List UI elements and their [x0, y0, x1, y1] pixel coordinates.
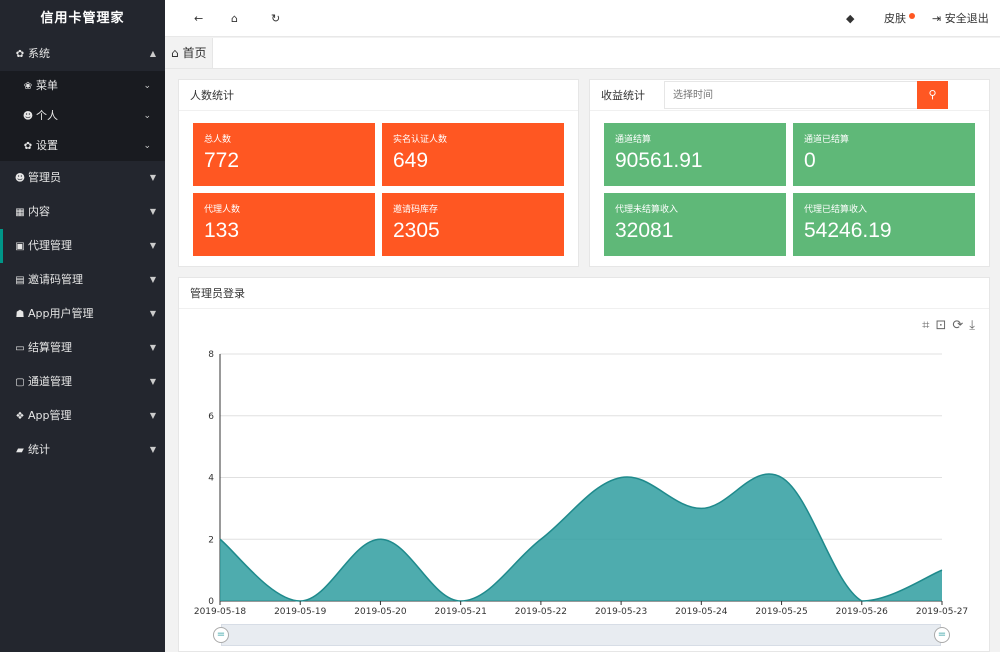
admin-login-card: 管理员登录 ⌗ ⊡ ⟳ ⤓ 0 2 4 6 8 2019-05-18 2019-05-19 2019…: [178, 277, 990, 652]
logout-icon: ⇥: [932, 12, 942, 25]
logout-button[interactable]: ⇥ 安全退出: [932, 12, 989, 25]
contact-icon: ▣: [15, 241, 25, 252]
user-icon: ☻: [14, 173, 26, 184]
user-icon: ☻: [22, 111, 34, 122]
stat-channel-settle: 通道结算 90561.91: [604, 123, 786, 186]
people-stats-card: 人数统计 总人数 772 实名认证人数 649 代理人数 133 邀请码库存 2…: [178, 79, 579, 267]
y-tick-label: 8: [208, 350, 214, 360]
skin-button[interactable]: 皮肤: [884, 0, 915, 37]
search-button[interactable]: ⚲: [917, 81, 948, 109]
download-icon[interactable]: ⤓: [969, 318, 975, 333]
zoom-handle-right[interactable]: =: [934, 627, 950, 643]
y-tick-label: 6: [208, 412, 214, 422]
restore-icon[interactable]: ⟳: [952, 318, 964, 333]
x-tick-label: 2019-05-27: [916, 607, 968, 617]
stat-agent-settled: 代理已结算收入 54246.19: [793, 193, 975, 256]
bus-icon: ▢: [15, 377, 25, 388]
sidebar: 信用卡管理家 ✿ 系统 ▲ ❀ 菜单 ⌄ ☻ 个人 ⌄ ✿ 设置 ⌄ ☻ 管理员 ▼ ▦ 内…: [0, 0, 165, 652]
sidebar-item-settlement[interactable]: ▭ 结算管理 ▼: [0, 331, 165, 365]
zoom-icon[interactable]: ⌗: [922, 318, 930, 333]
chevron-down-icon: ⌄: [143, 141, 151, 151]
sidebar-item-channel[interactable]: ▢ 通道管理 ▼: [0, 365, 165, 399]
gift-icon: ▤: [15, 275, 25, 286]
zoom-reset-icon[interactable]: ⊡: [935, 318, 947, 333]
y-tick-label: 0: [208, 597, 214, 607]
y-tick-label: 2: [208, 535, 214, 545]
sidebar-item-invite[interactable]: ▤ 邀请码管理 ▼: [0, 263, 165, 297]
dropbox-icon: ❖: [15, 411, 25, 422]
sidebar-item-admin[interactable]: ☻ 管理员 ▼: [0, 161, 165, 195]
monitor-icon: ▭: [15, 343, 25, 354]
x-tick-label: 2019-05-23: [595, 607, 647, 617]
sidebar-item-agent[interactable]: ▣ 代理管理 ▼: [0, 229, 165, 263]
stat-verified-users: 实名认证人数 649: [382, 123, 564, 186]
caret-up-icon: ▲: [149, 49, 156, 58]
sidebar-item-content[interactable]: ▦ 内容 ▼: [0, 195, 165, 229]
user-lock-icon: ☗: [15, 309, 25, 320]
income-stats-card: 收益统计 ⚲ 通道结算 90561.91 通道已结算 0 代理未结算收入 320…: [589, 79, 990, 267]
series-area: [220, 473, 942, 601]
stat-channel-settled: 通道已结算 0: [793, 123, 975, 186]
caret-down-icon: ▼: [149, 309, 156, 318]
sidebar-item-stats[interactable]: ▰ 统计 ▼: [0, 433, 165, 467]
caret-down-icon: ▼: [149, 377, 156, 386]
book-icon: ▰: [16, 445, 24, 456]
sidebar-item-app[interactable]: ❖ App管理 ▼: [0, 399, 165, 433]
search-icon: ⚲: [928, 88, 937, 101]
sidebar-item-system[interactable]: ✿ 系统 ▲: [0, 37, 165, 71]
stat-agent-unsettled: 代理未结算收入 32081: [604, 193, 786, 256]
home-icon: ⌂: [171, 46, 179, 60]
notification-dot: [909, 13, 915, 19]
sidebar-item-personal[interactable]: ☻ 个人 ⌄: [0, 101, 165, 131]
tag-icon[interactable]: ◆: [846, 12, 855, 25]
caret-down-icon: ▼: [149, 275, 156, 284]
gear-icon: ✿: [23, 141, 33, 152]
chevron-down-icon: ⌄: [143, 81, 151, 91]
stat-agents: 代理人数 133: [193, 193, 375, 256]
chart-toolbox: ⌗ ⊡ ⟳ ⤓: [916, 318, 975, 333]
caret-down-icon: ▼: [149, 411, 156, 420]
zoom-handle-left[interactable]: =: [213, 627, 229, 643]
chevron-down-icon: ⌄: [143, 111, 151, 121]
back-arrow-icon[interactable]: ←: [194, 12, 204, 25]
y-tick-label: 4: [208, 474, 214, 484]
data-zoom-slider[interactable]: [221, 624, 941, 646]
tab-bar: ⌂ 首页: [165, 38, 1000, 69]
sidebar-item-app-users[interactable]: ☗ App用户管理 ▼: [0, 297, 165, 331]
stat-invite-stock: 邀请码库存 2305: [382, 193, 564, 256]
caret-down-icon: ▼: [149, 241, 156, 250]
x-tick-label: 2019-05-19: [274, 607, 327, 617]
caret-down-icon: ▼: [149, 173, 156, 182]
sidebar-submenu-system: ❀ 菜单 ⌄ ☻ 个人 ⌄ ✿ 设置 ⌄: [0, 71, 165, 161]
x-tick-label: 2019-05-25: [755, 607, 807, 617]
grid-icon: ▦: [15, 207, 25, 218]
app-title: 信用卡管理家: [0, 0, 165, 37]
sidebar-item-menu[interactable]: ❀ 菜单 ⌄: [0, 71, 165, 101]
top-header: ← ⌂ ↻ ◆ 皮肤 ⇥ 安全退出: [165, 0, 1000, 37]
x-tick-label: 2019-05-22: [515, 607, 567, 617]
x-tick-label: 2019-05-26: [836, 607, 889, 617]
refresh-icon[interactable]: ↻: [271, 12, 281, 25]
caret-down-icon: ▼: [149, 207, 156, 216]
stat-total-users: 总人数 772: [193, 123, 375, 186]
x-tick-label: 2019-05-18: [194, 607, 247, 617]
x-tick-label: 2019-05-24: [675, 607, 728, 617]
x-tick-label: 2019-05-21: [435, 607, 487, 617]
people-stats-title: 人数统计: [179, 80, 578, 111]
tab-home[interactable]: ⌂ 首页: [165, 38, 214, 68]
income-stats-title: 收益统计: [590, 80, 989, 111]
paw-icon: ❀: [23, 81, 33, 92]
login-chart: 0 2 4 6 8 2019-05-18 2019-05-19 2019-05-20 2019-…: [194, 350, 968, 617]
x-tick-label: 2019-05-20: [354, 607, 407, 617]
caret-down-icon: ▼: [149, 343, 156, 352]
bank-icon[interactable]: ⌂: [231, 12, 238, 25]
caret-down-icon: ▼: [149, 445, 156, 454]
series-line: [219, 473, 943, 602]
admin-login-title: 管理员登录: [179, 278, 989, 309]
sidebar-item-settings[interactable]: ✿ 设置 ⌄: [0, 131, 165, 161]
gear-icon: ✿: [15, 49, 25, 60]
date-picker-input[interactable]: [664, 81, 918, 109]
